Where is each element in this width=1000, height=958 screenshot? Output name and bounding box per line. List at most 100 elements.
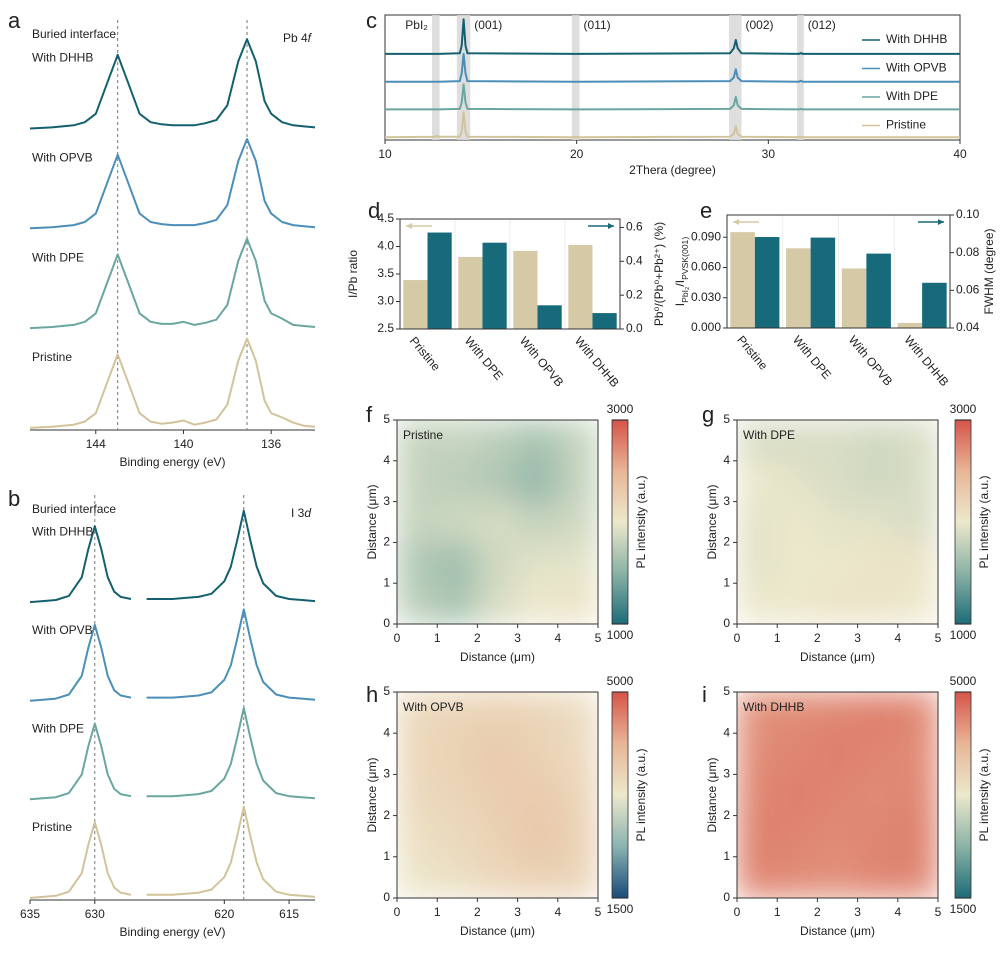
heatmap-cell bbox=[776, 501, 818, 543]
heatmap-cell bbox=[897, 692, 938, 734]
heatmap-cell bbox=[476, 773, 519, 817]
text-part: I 3 bbox=[291, 506, 305, 520]
heatmap-cell bbox=[476, 420, 519, 462]
x-tick-label: 5 bbox=[595, 905, 602, 919]
spectrum-line bbox=[29, 509, 316, 604]
heatmap-cell bbox=[897, 856, 938, 898]
panel-annotation: I 3d bbox=[291, 506, 311, 520]
spectrum-line bbox=[29, 608, 316, 702]
y-tick-label: 5 bbox=[723, 684, 730, 698]
heatmap-cell bbox=[517, 501, 559, 543]
x-tick-label: 5 bbox=[935, 905, 942, 919]
heatmap-cell bbox=[476, 692, 519, 734]
heatmap-cell bbox=[737, 815, 778, 858]
heatmap-cell bbox=[816, 856, 859, 898]
panel-subtitle: Buried interface bbox=[32, 27, 116, 41]
bar bbox=[730, 232, 755, 328]
x-tick-label: 20 bbox=[570, 147, 584, 161]
heatmap-cell bbox=[776, 541, 818, 584]
series-label: With DPE bbox=[32, 721, 84, 735]
colorbar bbox=[954, 419, 972, 625]
heatmap-cell bbox=[897, 815, 938, 858]
plot-frame bbox=[726, 214, 951, 329]
y2-tick-label: 0.04 bbox=[956, 320, 980, 334]
x-tick-label: 3 bbox=[854, 905, 861, 919]
series-label: With OPVB bbox=[32, 623, 93, 637]
y-tick-label: 3 bbox=[723, 494, 730, 508]
band-label: (002) bbox=[746, 18, 774, 32]
heatmap-cell bbox=[776, 582, 818, 624]
map-title: With OPVB bbox=[403, 700, 464, 714]
y-axis-label: Distance (μm) bbox=[365, 485, 379, 560]
text-part: PbI₂ bbox=[680, 287, 690, 303]
heatmap-cell bbox=[436, 501, 478, 543]
heatmap-cell bbox=[436, 856, 478, 898]
colorbar-tick-label: 3000 bbox=[607, 402, 634, 416]
heatmap-cell bbox=[436, 815, 478, 858]
heatmap-cell bbox=[897, 732, 938, 775]
series-label: With DPE bbox=[32, 250, 84, 264]
bar bbox=[568, 244, 593, 329]
y-tick-label: 4 bbox=[723, 453, 730, 467]
heatmap-cell bbox=[476, 460, 519, 503]
bar bbox=[403, 280, 428, 329]
axis-arrowhead bbox=[938, 219, 944, 225]
heatmap-cell bbox=[816, 420, 859, 462]
heatmap-cell bbox=[897, 501, 938, 543]
heatmap-cell bbox=[517, 460, 559, 503]
y-axis-label: Distance (μm) bbox=[365, 758, 379, 833]
colorbar-tick-label: 1500 bbox=[607, 902, 634, 916]
heatmap-cells bbox=[397, 420, 598, 624]
y-axis-label: Distance (μm) bbox=[705, 758, 719, 833]
heatmap-cell bbox=[476, 582, 519, 624]
heatmap-cell bbox=[517, 815, 559, 858]
y-tick-label: 2.5 bbox=[377, 321, 394, 335]
spectrum-line bbox=[29, 337, 316, 429]
heatmap-cell bbox=[816, 732, 859, 775]
heatmap-cell bbox=[517, 692, 559, 734]
heatmap-cell bbox=[857, 732, 899, 775]
text-part: d bbox=[304, 506, 311, 520]
legend-label: With OPVB bbox=[886, 61, 947, 75]
heatmap-cell bbox=[436, 420, 478, 462]
heatmap-area bbox=[737, 420, 938, 624]
heatmap-cell bbox=[776, 732, 818, 775]
x-tick-label: 140 bbox=[173, 437, 193, 451]
heatmap-cell bbox=[737, 773, 778, 817]
panel-letter: f bbox=[366, 402, 373, 427]
bar bbox=[786, 248, 811, 328]
heatmap-cell bbox=[397, 856, 438, 898]
bar bbox=[513, 250, 538, 329]
series-label: Pristine bbox=[32, 820, 72, 834]
x-tick-label: 4 bbox=[554, 905, 561, 919]
heatmap-cell bbox=[436, 460, 478, 503]
x-tick-label: 1 bbox=[774, 905, 781, 919]
y-tick-label: 3.0 bbox=[377, 294, 394, 308]
plot-frame bbox=[384, 14, 961, 141]
bar bbox=[427, 232, 452, 329]
axis-arrowhead bbox=[608, 223, 614, 229]
heatmap-cell bbox=[737, 582, 778, 624]
heatmap-cell bbox=[397, 420, 438, 462]
heatmap-cell bbox=[857, 420, 899, 462]
heatmap-cell bbox=[857, 692, 899, 734]
heatmap-cell bbox=[897, 541, 938, 584]
text-part: f bbox=[308, 31, 313, 45]
y-tick-label: 2 bbox=[383, 535, 390, 549]
spectrum-line bbox=[385, 83, 960, 111]
panel-letter: a bbox=[8, 8, 21, 33]
heatmap-area bbox=[397, 420, 598, 624]
x-tick-label: 144 bbox=[86, 437, 106, 451]
colorbar-label: PL intensity (a.u.) bbox=[634, 476, 648, 569]
y-tick-label: 0.060 bbox=[691, 260, 721, 274]
y2-tick-label: 0.0 bbox=[626, 321, 643, 335]
band-label: PbI₂ bbox=[405, 18, 428, 32]
heatmap-cell bbox=[857, 815, 899, 858]
colorbar-label: PL intensity (a.u.) bbox=[977, 749, 991, 842]
heatmap-cell bbox=[557, 692, 598, 734]
heatmap-cell bbox=[857, 541, 899, 584]
heatmap-cell bbox=[816, 773, 859, 817]
y2-tick-label: 0.6 bbox=[626, 220, 643, 234]
heatmap-cell bbox=[436, 541, 478, 584]
